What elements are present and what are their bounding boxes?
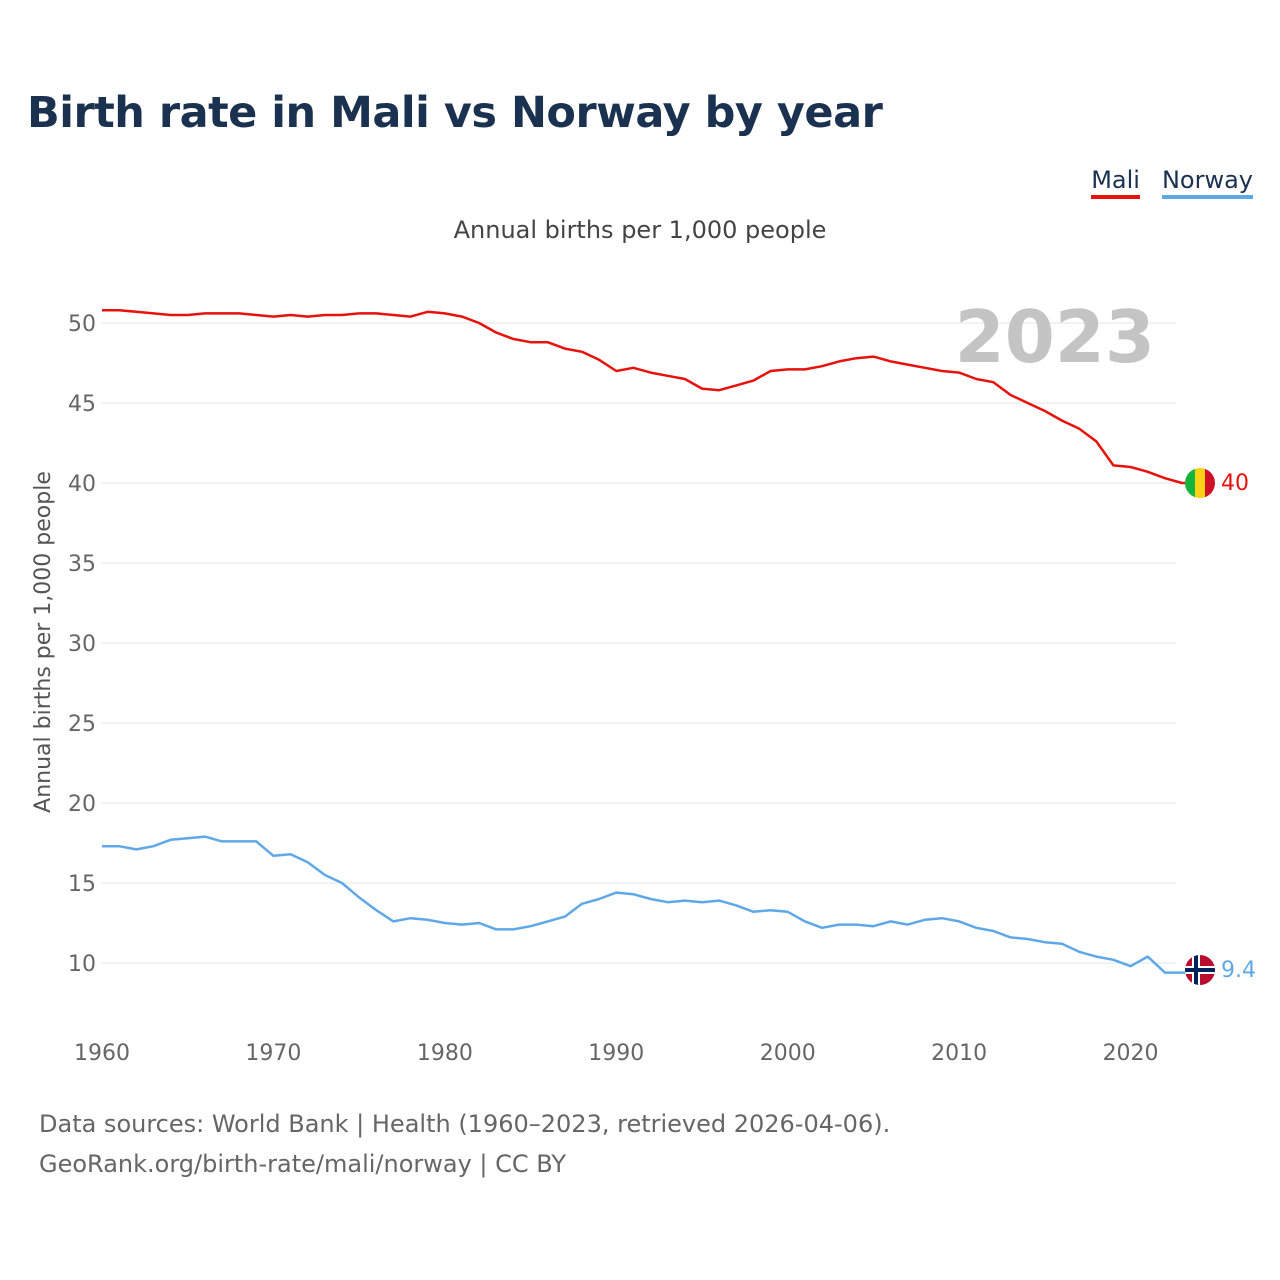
x-axis: 1960 1970 1980 1990 2000 2010 2020	[74, 1041, 1159, 1066]
y-tick-label: 35	[68, 552, 96, 577]
y-tick-label: 50	[68, 312, 96, 337]
norway-flag-icon	[1185, 955, 1215, 985]
year-watermark: 2023	[955, 295, 1155, 379]
x-tick-label: 2000	[760, 1041, 816, 1066]
x-tick-label: 1990	[588, 1041, 644, 1066]
x-tick-label: 2010	[931, 1041, 987, 1066]
y-tick-label: 20	[68, 792, 96, 817]
x-tick-label: 1960	[74, 1041, 130, 1066]
y-tick-label: 40	[68, 472, 96, 497]
y-tick-label: 15	[68, 872, 96, 897]
legend-item-mali[interactable]: Mali	[1091, 166, 1140, 199]
x-tick-label: 1970	[245, 1041, 301, 1066]
grid	[102, 322, 1176, 964]
source-link[interactable]: GeoRank.org/birth-rate/mali/norway | CC …	[39, 1150, 567, 1178]
series-line-mali	[102, 308, 1192, 485]
chart-subtitle: Annual births per 1,000 people	[453, 216, 827, 244]
y-tick-label: 10	[68, 952, 96, 977]
y-tick-label: 25	[68, 712, 96, 737]
data-source-note: Data sources: World Bank | Health (1960–…	[39, 1110, 891, 1138]
y-axis: 10 15 20 25 30 35 40 45 50	[68, 312, 96, 977]
footer: Data sources: World Bank | Health (1960–…	[39, 1104, 890, 1184]
mali-flag-icon	[1185, 468, 1215, 498]
x-tick-label: 2020	[1103, 1041, 1159, 1066]
chart-title: Birth rate in Mali vs Norway by year	[27, 88, 883, 138]
y-tick-label: 45	[68, 392, 96, 417]
norway-end-value: 9.4	[1221, 958, 1256, 983]
y-tick-label: 30	[68, 632, 96, 657]
y-axis-label: Annual births per 1,000 people	[31, 471, 56, 813]
series	[102, 308, 1192, 974]
series-line-norway	[102, 835, 1192, 974]
x-tick-label: 1980	[417, 1041, 473, 1066]
mali-end-value: 40	[1221, 471, 1249, 496]
legend-item-norway[interactable]: Norway	[1161, 166, 1253, 199]
legend: Mali Norway	[1091, 166, 1253, 199]
